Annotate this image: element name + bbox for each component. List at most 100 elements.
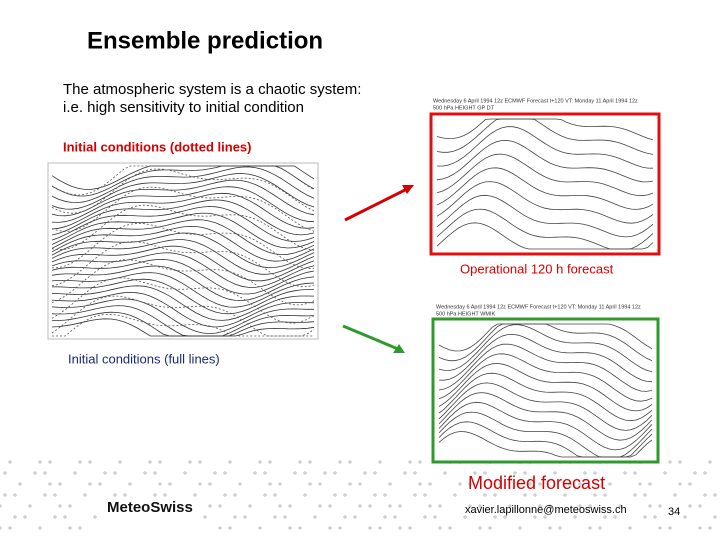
pattern-cross <box>93 515 97 519</box>
pattern-cross <box>278 482 282 486</box>
pattern-cross <box>218 504 222 508</box>
pattern-cross <box>308 460 312 464</box>
pattern-cross <box>303 471 307 475</box>
pattern-cross <box>613 515 617 519</box>
contour-line <box>436 181 654 224</box>
pattern-cross <box>378 526 382 530</box>
pattern-cross <box>643 515 647 519</box>
pattern-cross <box>573 515 577 519</box>
pattern-cross <box>338 526 342 530</box>
pattern-cross <box>68 504 72 508</box>
pattern-cross <box>423 493 427 497</box>
pattern-cross <box>468 504 472 508</box>
pattern-cross <box>508 504 512 508</box>
contour-line <box>51 173 315 210</box>
pattern-cross <box>308 482 312 486</box>
pattern-cross <box>688 504 692 508</box>
pattern-cross <box>593 493 597 497</box>
pattern-cross <box>343 493 347 497</box>
pattern-cross <box>558 526 562 530</box>
pattern-cross <box>478 526 482 530</box>
pattern-cross <box>678 482 682 486</box>
pattern-cross <box>633 471 637 475</box>
contour-line <box>438 324 653 373</box>
contour-line <box>51 272 315 308</box>
arrow <box>344 187 408 222</box>
contour-line <box>51 245 315 282</box>
pattern-cross <box>618 504 622 508</box>
pattern-cross <box>208 504 212 508</box>
pattern-cross <box>413 493 417 497</box>
pattern-cross <box>468 482 472 486</box>
pattern-cross <box>408 460 412 464</box>
pattern-cross <box>83 493 87 497</box>
pattern-cross <box>358 482 362 486</box>
pattern-cross <box>578 504 582 508</box>
pattern-cross <box>498 482 502 486</box>
contour-line <box>51 222 315 269</box>
pattern-cross <box>193 493 197 497</box>
pattern-cross <box>288 526 292 530</box>
pattern-cross <box>398 526 402 530</box>
pattern-cross <box>388 482 392 486</box>
pattern-cross <box>3 471 7 475</box>
contour-line <box>436 126 654 169</box>
pattern-cross <box>443 471 447 475</box>
pattern-cross <box>58 504 62 508</box>
pattern-cross <box>698 504 702 508</box>
arrow-head <box>393 344 405 353</box>
pattern-cross <box>183 471 187 475</box>
pattern-cross <box>213 471 217 475</box>
contour-line <box>436 194 654 238</box>
pattern-cross <box>673 493 677 497</box>
contours <box>438 323 653 458</box>
pattern-cross <box>503 515 507 519</box>
pattern-cross <box>513 471 517 475</box>
pattern-cross <box>88 460 92 464</box>
contour-line <box>436 139 654 183</box>
pattern-cross <box>428 482 432 486</box>
contour-line <box>51 278 314 315</box>
pattern-cross <box>608 482 612 486</box>
pattern-cross <box>258 526 262 530</box>
pattern-cross <box>38 526 42 530</box>
pattern-cross <box>523 471 527 475</box>
pattern-cross <box>373 493 377 497</box>
contour-line <box>51 259 315 306</box>
pattern-cross <box>73 471 77 475</box>
pattern-cross <box>233 515 237 519</box>
pattern-cross <box>578 482 582 486</box>
pattern-cross <box>383 493 387 497</box>
contour-line <box>51 192 315 230</box>
label-dotted: Initial conditions (dotted lines) <box>63 139 252 154</box>
pattern-cross <box>203 515 207 519</box>
pattern-cross <box>368 504 372 508</box>
contour-line <box>51 206 315 242</box>
map-header: Wednesday 6 April 1994 12z ECMWF Forecas… <box>436 304 641 310</box>
pattern-cross <box>593 471 597 475</box>
pattern-cross <box>228 460 232 464</box>
body-line: i.e. high sensitivity to initial conditi… <box>63 99 304 116</box>
pattern-cross <box>453 493 457 497</box>
pattern-cross <box>658 504 662 508</box>
pattern-cross <box>0 504 2 508</box>
pattern-cross <box>638 482 642 486</box>
pattern-cross <box>563 493 567 497</box>
pattern-cross <box>438 526 442 530</box>
pattern-cross <box>648 504 652 508</box>
pattern-cross <box>708 526 712 530</box>
pattern-cross <box>228 526 232 530</box>
pattern-cross <box>33 471 37 475</box>
contour-line <box>51 204 315 251</box>
pattern-cross <box>223 493 227 497</box>
pattern-cross <box>448 526 452 530</box>
pattern-cross <box>298 526 302 530</box>
pattern-cross <box>248 504 252 508</box>
contour-line <box>51 186 315 223</box>
pattern-cross <box>388 504 392 508</box>
pattern-cross <box>438 504 442 508</box>
pattern-cross <box>683 515 687 519</box>
pattern-cross <box>668 460 672 464</box>
pattern-cross <box>303 493 307 497</box>
pattern-cross <box>353 515 357 519</box>
